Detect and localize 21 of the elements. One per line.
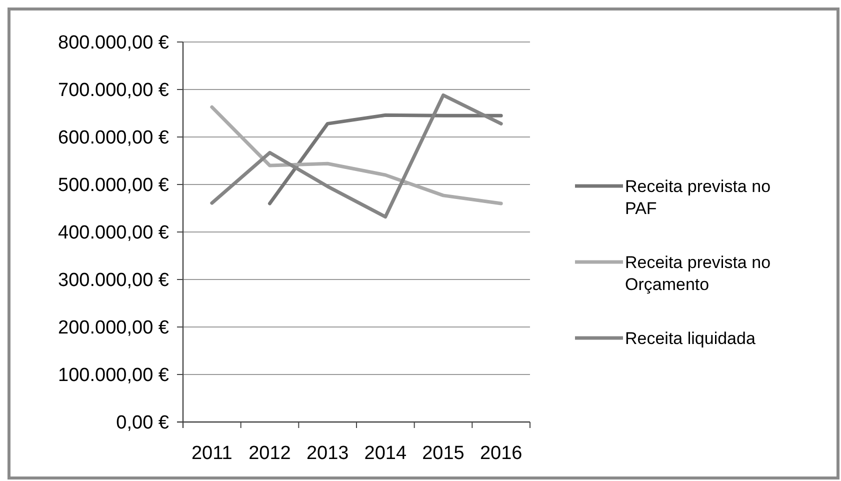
y-tick-label: 700.000,00 € [58, 80, 170, 102]
y-tick-label: 600.000,00 € [58, 128, 170, 149]
x-tick-label: 2014 [364, 443, 407, 464]
x-tick-label: 2013 [306, 443, 349, 464]
line-series [210, 93, 503, 219]
x-tick-label: 2011 [191, 443, 232, 464]
x-tick-label: 2016 [480, 443, 522, 464]
y-tick-label: 300.000,00 € [58, 270, 170, 292]
y-tick-label: 200.000,00 € [58, 318, 170, 339]
line-series [268, 113, 503, 206]
x-tick-label: 2015 [422, 443, 464, 464]
line-series [210, 105, 503, 206]
y-tick-label: 100.000,00 € [58, 365, 170, 386]
legend-label: Receita liquidada [625, 328, 756, 348]
y-tick-label: 0,00 € [116, 412, 170, 434]
x-tick-label: 2012 [248, 443, 291, 464]
legend-label: Receita prevista no PAF [625, 176, 771, 218]
y-tick-label: 500.000,00 € [58, 175, 170, 196]
legend-label: Receita prevista no Orçamento [625, 252, 771, 294]
y-tick-label: 800.000,00 € [58, 32, 170, 54]
y-tick-label: 400.000,00 € [58, 222, 170, 244]
